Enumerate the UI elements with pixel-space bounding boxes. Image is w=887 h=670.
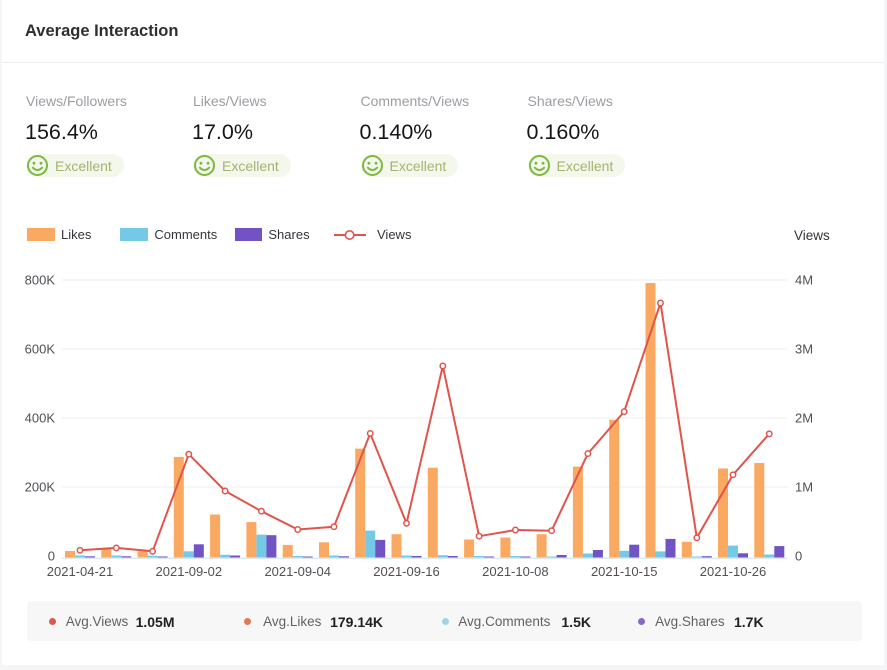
svg-text:800K: 800K: [25, 273, 56, 288]
svg-text:2021-04-21: 2021-04-21: [47, 564, 114, 579]
svg-text:2021-09-02: 2021-09-02: [156, 564, 223, 579]
svg-text:200K: 200K: [25, 480, 56, 495]
svg-text:2021-10-26: 2021-10-26: [700, 564, 767, 579]
svg-text:0: 0: [795, 549, 802, 564]
svg-text:4M: 4M: [795, 273, 813, 288]
svg-text:2021-09-16: 2021-09-16: [373, 564, 440, 579]
svg-text:2021-10-15: 2021-10-15: [591, 564, 658, 579]
svg-text:400K: 400K: [25, 411, 56, 426]
svg-text:1M: 1M: [795, 480, 813, 495]
svg-text:2021-09-04: 2021-09-04: [264, 564, 331, 579]
svg-text:0: 0: [48, 549, 55, 564]
svg-text:2021-10-08: 2021-10-08: [482, 564, 549, 579]
svg-text:3M: 3M: [795, 342, 813, 357]
svg-text:600K: 600K: [25, 342, 56, 357]
svg-text:2M: 2M: [795, 411, 813, 426]
